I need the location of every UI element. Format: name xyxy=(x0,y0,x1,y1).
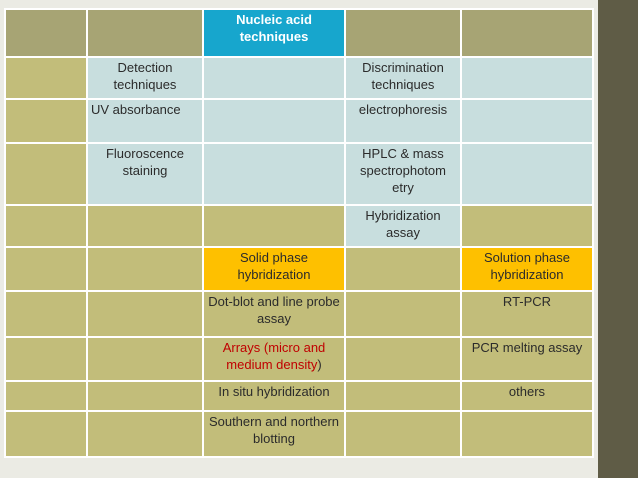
dot-blot-cell: Dot-blot and line probe assay xyxy=(202,290,346,338)
cell-empty xyxy=(4,380,88,412)
cell-empty xyxy=(202,142,346,206)
table-row: Detection techniques Discrimination tech… xyxy=(4,56,594,100)
header-cell-empty xyxy=(344,8,462,58)
solid-phase-cell: Solid phase hybridization xyxy=(202,246,346,292)
cell-empty xyxy=(86,380,204,412)
pcr-melting-cell: PCR melting assay xyxy=(460,336,594,382)
cell-empty xyxy=(460,410,594,458)
hplc-mass-cell: HPLC & mass spectrophotom etry xyxy=(344,142,462,206)
cell-empty xyxy=(344,380,462,412)
table-row: Nucleic acid techniques xyxy=(4,8,594,58)
rt-pcr-cell: RT-PCR xyxy=(460,290,594,338)
table-row: In situ hybridization others xyxy=(4,380,594,412)
others-cell: others xyxy=(460,380,594,412)
cell-empty xyxy=(4,204,88,248)
cell-empty xyxy=(460,98,594,144)
cell-empty xyxy=(86,290,204,338)
header-nucleic-acid-techniques: Nucleic acid techniques xyxy=(202,8,346,58)
cell-empty xyxy=(202,56,346,100)
arrays-text: Arrays (micro and medium density xyxy=(222,340,326,372)
cell-empty xyxy=(4,142,88,206)
table-row: Arrays (micro and medium density) PCR me… xyxy=(4,336,594,382)
cell-empty xyxy=(344,246,462,292)
table-row: Hybridization assay xyxy=(4,204,594,248)
discrimination-techniques-header: Discrimination techniques xyxy=(344,56,462,100)
cell-empty xyxy=(344,410,462,458)
cell-empty xyxy=(202,98,346,144)
uv-absorbance-cell: UV absorbance xyxy=(86,98,204,144)
cell-empty xyxy=(86,336,204,382)
cell-empty xyxy=(4,336,88,382)
header-cell-empty xyxy=(86,8,204,58)
cell-empty xyxy=(86,246,204,292)
table-row: Fluoroscence staining HPLC & mass spectr… xyxy=(4,142,594,206)
header-cell-empty xyxy=(460,8,594,58)
fluoroscence-staining-cell: Fluoroscence staining xyxy=(86,142,204,206)
detection-techniques-header: Detection techniques xyxy=(86,56,204,100)
cell-empty xyxy=(4,246,88,292)
cell-empty xyxy=(202,204,346,248)
hybridization-assay-cell: Hybridization assay xyxy=(344,204,462,248)
slide-side-band xyxy=(598,0,638,478)
cell-empty xyxy=(86,204,204,248)
header-cell-empty xyxy=(4,8,88,58)
southern-northern-cell: Southern and northern blotting xyxy=(202,410,346,458)
in-situ-cell: In situ hybridization xyxy=(202,380,346,412)
electrophoresis-cell: electrophoresis xyxy=(344,98,462,144)
solution-phase-cell: Solution phase hybridization xyxy=(460,246,594,292)
cell-empty xyxy=(344,336,462,382)
techniques-table: Nucleic acid techniques Detection techni… xyxy=(4,8,594,458)
cell-empty xyxy=(86,410,204,458)
cell-empty xyxy=(460,204,594,248)
table-row: Southern and northern blotting xyxy=(4,410,594,458)
cell-empty xyxy=(4,290,88,338)
cell-empty xyxy=(4,56,88,100)
table-row: Solid phase hybridization Solution phase… xyxy=(4,246,594,292)
arrays-close-paren: ) xyxy=(317,357,322,372)
cell-empty xyxy=(344,290,462,338)
table-row: Dot-blot and line probe assay RT-PCR xyxy=(4,290,594,338)
cell-empty xyxy=(460,142,594,206)
table-row: UV absorbance electrophoresis xyxy=(4,98,594,144)
arrays-cell: Arrays (micro and medium density) xyxy=(202,336,346,382)
cell-empty xyxy=(4,410,88,458)
cell-empty xyxy=(4,98,88,144)
cell-empty xyxy=(460,56,594,100)
